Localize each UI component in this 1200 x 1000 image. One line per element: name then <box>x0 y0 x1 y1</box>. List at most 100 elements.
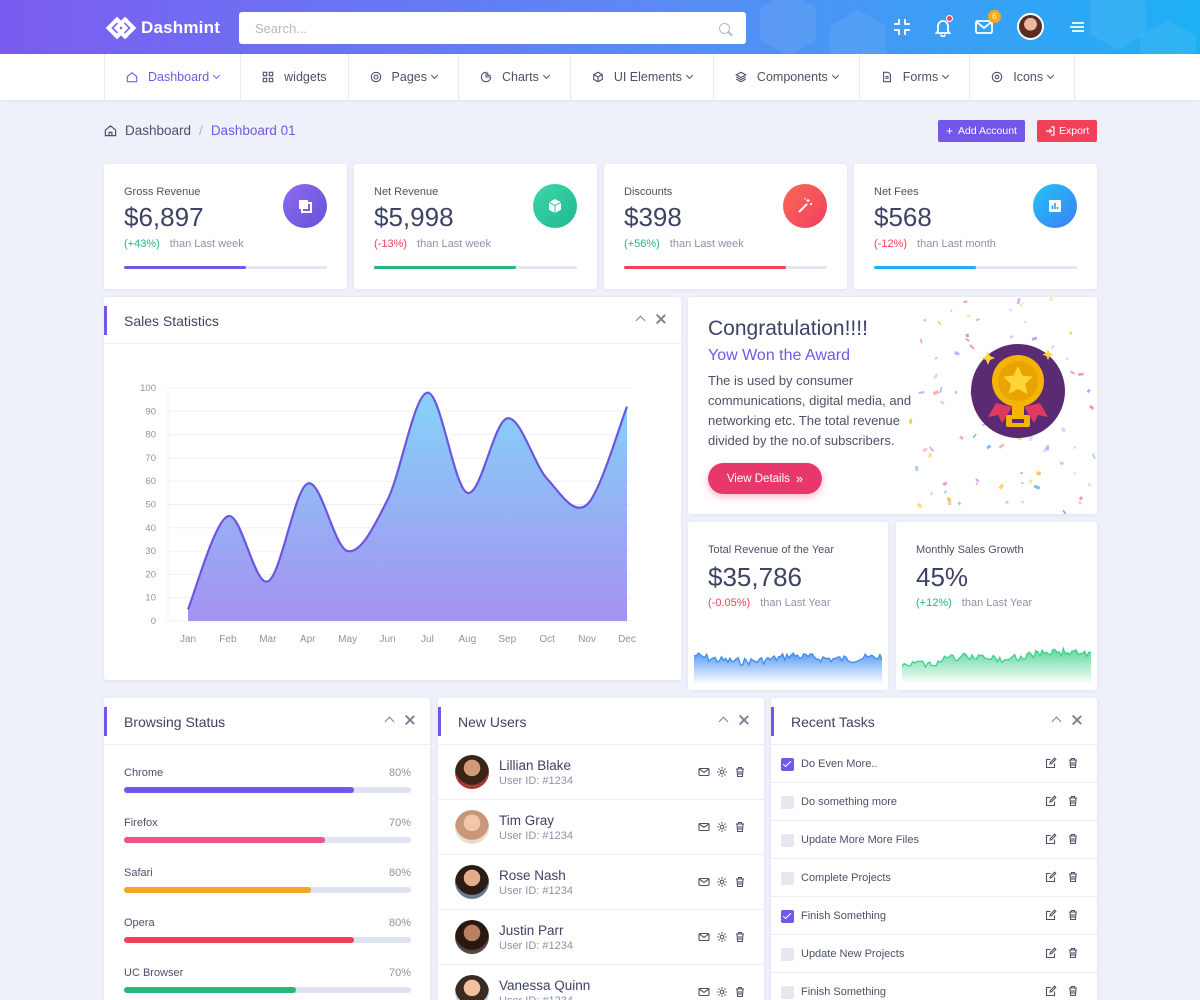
mail-icon[interactable] <box>698 931 710 943</box>
confetti-piece <box>1009 308 1013 312</box>
nav-item-label: Components <box>756 70 828 84</box>
user-avatar[interactable] <box>455 755 489 789</box>
trash-icon[interactable] <box>1067 871 1079 883</box>
trash-icon[interactable] <box>734 986 746 998</box>
export-button[interactable]: Export <box>1037 120 1098 142</box>
gear-icon[interactable] <box>716 821 728 833</box>
nav-item-pages[interactable]: Pages <box>349 54 459 100</box>
close-icon[interactable] <box>1072 715 1082 725</box>
task-checkbox[interactable] <box>781 986 794 999</box>
trash-icon[interactable] <box>1067 947 1079 959</box>
close-icon[interactable] <box>405 715 415 725</box>
confetti-piece <box>919 338 923 344</box>
user-name[interactable]: Justin Parr <box>499 923 564 938</box>
add-account-label: Add Account <box>958 125 1017 137</box>
nav-item-dashboard[interactable]: Dashboard <box>105 54 242 100</box>
mail-icon[interactable] <box>698 986 710 998</box>
confetti-piece <box>953 350 960 357</box>
user-avatar[interactable] <box>455 920 489 954</box>
user-avatar[interactable] <box>455 975 489 1000</box>
user-avatar[interactable] <box>455 865 489 899</box>
nav-list: Dashboard widgets Pages Charts UI Elements Co… <box>104 54 1076 100</box>
browser-percent: 70% <box>388 967 411 979</box>
gear-icon[interactable] <box>716 876 728 888</box>
app-logo[interactable]: Dashmint <box>105 14 220 42</box>
trash-icon[interactable] <box>1067 909 1079 921</box>
browser-row-firefox: Firefox 70% <box>124 817 411 843</box>
x-tick-label: May <box>338 634 357 645</box>
browser-name: UC Browser <box>124 967 184 979</box>
nav-item-icons[interactable]: Icons <box>970 54 1076 100</box>
gear-icon[interactable] <box>716 766 728 778</box>
task-checkbox[interactable] <box>781 834 794 847</box>
trash-icon[interactable] <box>734 821 746 833</box>
add-account-button[interactable]: + Add Account <box>938 120 1025 142</box>
edit-icon[interactable] <box>1045 985 1057 997</box>
user-avatar[interactable] <box>1017 13 1044 40</box>
close-icon[interactable] <box>739 715 749 725</box>
trash-icon[interactable] <box>1067 795 1079 807</box>
nav-item-charts[interactable]: Charts <box>459 54 571 100</box>
mail-icon[interactable]: 6 <box>974 10 1001 37</box>
task-checkbox[interactable] <box>781 872 794 885</box>
browser-progress-fill <box>124 937 354 943</box>
nav-item-ui-elements[interactable]: UI Elements <box>571 54 714 100</box>
mail-icon[interactable] <box>698 876 710 888</box>
stat-progress-fill <box>124 266 246 269</box>
user-name[interactable]: Vanessa Quinn <box>499 978 591 993</box>
trash-icon[interactable] <box>1067 757 1079 769</box>
close-icon[interactable] <box>656 314 666 324</box>
edit-icon[interactable] <box>1045 909 1057 921</box>
y-tick-label: 10 <box>145 593 156 604</box>
edit-icon[interactable] <box>1045 833 1057 845</box>
confetti-piece <box>916 502 923 509</box>
collapse-icon[interactable] <box>718 716 729 727</box>
collapse-icon[interactable] <box>384 716 395 727</box>
task-checkbox[interactable] <box>781 796 794 809</box>
nav-item-components[interactable]: Components <box>714 54 860 100</box>
trash-icon[interactable] <box>734 766 746 778</box>
mail-icon[interactable] <box>698 766 710 778</box>
search-icon[interactable] <box>719 22 730 34</box>
user-name[interactable]: Lillian Blake <box>499 758 572 773</box>
task-checkbox[interactable] <box>781 948 794 961</box>
mail-icon[interactable] <box>698 821 710 833</box>
collapse-icon[interactable] <box>635 315 646 326</box>
y-tick-label: 90 <box>145 406 156 417</box>
confetti-piece <box>1065 356 1070 361</box>
view-details-button[interactable]: View Details » <box>708 463 822 494</box>
confetti-piece <box>1029 479 1033 484</box>
browser-percent: 80% <box>388 867 411 879</box>
trash-icon[interactable] <box>1067 833 1079 845</box>
edit-icon[interactable] <box>1045 795 1057 807</box>
gear-icon[interactable] <box>716 986 728 998</box>
trash-icon[interactable] <box>734 876 746 888</box>
mail-count-badge: 6 <box>988 10 1001 23</box>
x-tick-label: Oct <box>539 634 555 645</box>
task-checkbox[interactable] <box>781 758 794 771</box>
search-input[interactable] <box>255 20 719 36</box>
gear-icon[interactable] <box>716 931 728 943</box>
user-avatar[interactable] <box>455 810 489 844</box>
trash-icon[interactable] <box>1067 985 1079 997</box>
user-name[interactable]: Tim Gray <box>499 813 554 828</box>
user-name[interactable]: Rose Nash <box>499 868 566 883</box>
confetti-piece <box>922 447 928 453</box>
collapse-icon[interactable] <box>1051 716 1062 727</box>
menu-icon[interactable] <box>1067 17 1087 37</box>
trash-icon[interactable] <box>734 931 746 943</box>
bell-icon[interactable] <box>933 15 953 38</box>
view-details-label: View Details <box>726 472 790 485</box>
nav-item-widgets[interactable]: widgets <box>241 54 349 100</box>
stat-progress-bar <box>124 266 327 269</box>
edit-icon[interactable] <box>1045 871 1057 883</box>
task-checkbox[interactable] <box>781 910 794 923</box>
chevron-down-icon <box>430 71 439 80</box>
edit-icon[interactable] <box>1045 947 1057 959</box>
breadcrumb-root[interactable]: Dashboard <box>125 123 192 138</box>
nav-item-forms[interactable]: Forms <box>860 54 971 100</box>
panel-title: New Users <box>458 714 527 730</box>
edit-icon[interactable] <box>1045 757 1057 769</box>
fullscreen-exit-icon[interactable] <box>892 17 912 37</box>
panel-header: Browsing Status <box>104 698 430 745</box>
